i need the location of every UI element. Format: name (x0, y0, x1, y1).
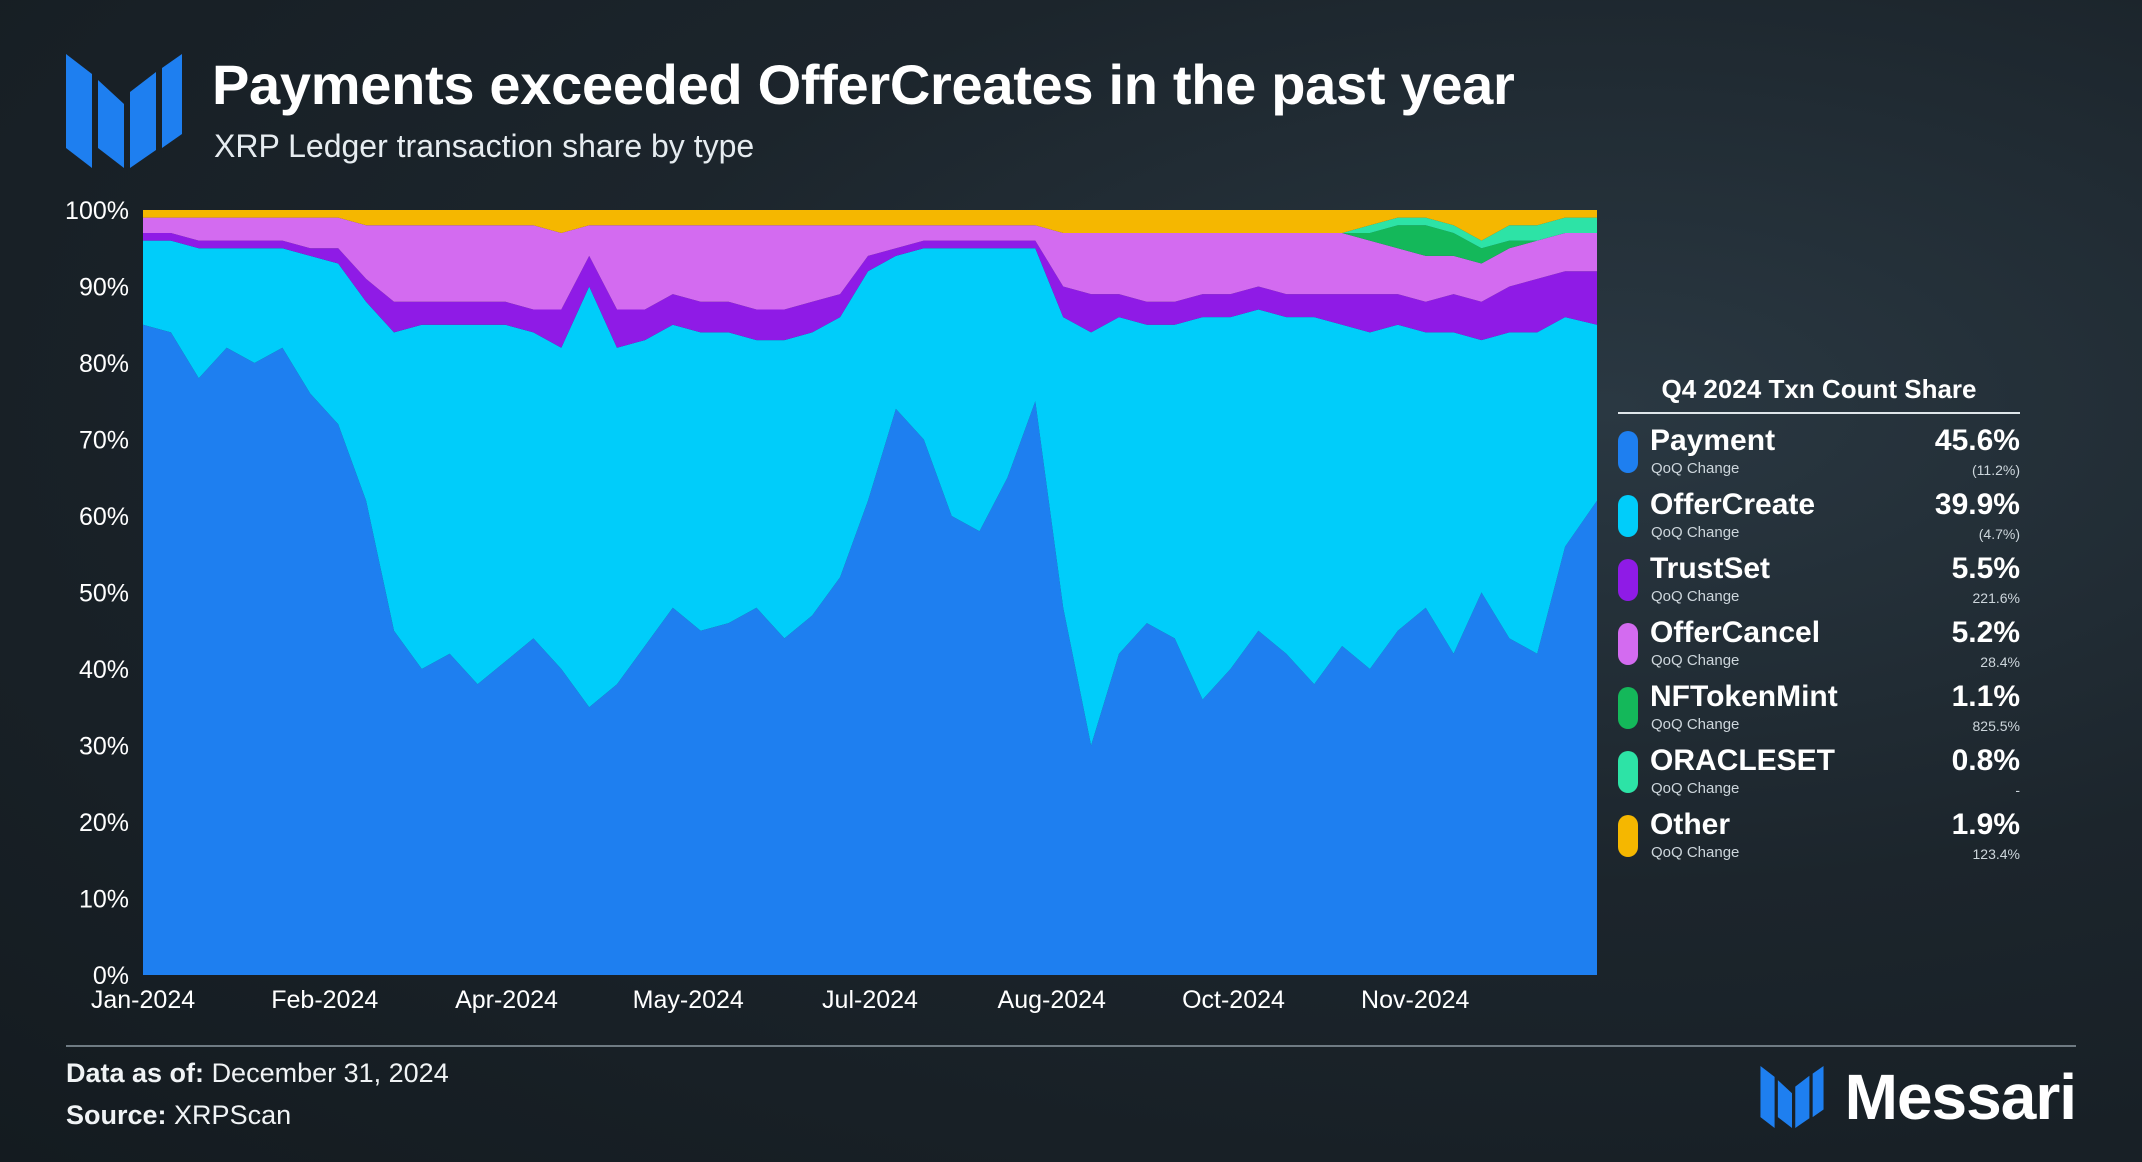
legend-value: 39.9% (1934, 488, 2020, 521)
stacked-area-chart: 0% 10% 20% 30% 40% 50% 60% 70% 80% 90% 100% Jan-202… (65, 197, 1597, 1014)
legend-name: OfferCancel (1650, 616, 1821, 649)
legend-item-nftokenmint: NFTokenMint QoQ Change 1.1% 825.5% (1618, 676, 2020, 740)
legend-value: 1.9% (1951, 808, 2020, 841)
legend-sub: QoQ Change (1651, 524, 1740, 541)
legend-name: Payment (1650, 424, 1776, 457)
legend-change: 221.6% (1972, 590, 2020, 606)
legend-item-payment: Payment QoQ Change 45.6% (11.2%) (1618, 420, 2020, 484)
legend-value: 5.2% (1951, 616, 2020, 649)
y-tick-label: 90% (79, 274, 129, 302)
legend: Q4 2024 Txn Count Share Payment QoQ Chan… (1618, 374, 2020, 868)
payment-swatch (1618, 431, 1638, 473)
legend-sub: QoQ Change (1651, 652, 1740, 669)
x-tick-label: Feb-2024 (271, 986, 378, 1014)
messari-logo-icon (66, 54, 182, 168)
x-tick-label: May-2024 (633, 986, 744, 1014)
y-tick-label: 10% (79, 886, 129, 914)
legend-change: 825.5% (1972, 718, 2020, 734)
area-payment (143, 324, 1597, 975)
x-tick-label: Jan-2024 (91, 986, 195, 1014)
area-other (143, 210, 1597, 241)
x-tick-label: Apr-2024 (455, 986, 558, 1014)
legend-name: OfferCreate (1650, 488, 1816, 521)
oracleset-swatch (1618, 751, 1638, 793)
legend-item-other: Other QoQ Change 1.9% 123.4% (1618, 804, 2020, 868)
legend-sub: QoQ Change (1651, 780, 1740, 797)
nftokenmint-swatch (1618, 687, 1638, 729)
x-tick-label: Jul-2024 (822, 986, 918, 1014)
y-tick-label: 40% (79, 656, 129, 684)
y-tick-label: 50% (79, 580, 129, 608)
data-as-of: Data as of: December 31, 2024 (66, 1058, 449, 1089)
area-trustset (143, 233, 1597, 348)
legend-sub: QoQ Change (1651, 716, 1740, 733)
x-tick-label: Nov-2024 (1361, 986, 1469, 1014)
area-offercancel (143, 217, 1597, 310)
offercancel-swatch (1618, 623, 1638, 665)
x-tick-label: Aug-2024 (998, 986, 1107, 1014)
y-tick-label: 60% (79, 503, 129, 531)
data-as-of-label: Data as of: (66, 1058, 205, 1088)
legend-sub: QoQ Change (1651, 588, 1740, 605)
chart-title: Payments exceeded OfferCreates in the pa… (212, 53, 1515, 116)
area-offercreate (143, 240, 1597, 746)
legend-name: ORACLESET (1650, 744, 1836, 777)
source-value: XRPScan (174, 1100, 292, 1130)
legend-change: 123.4% (1972, 846, 2020, 862)
legend-change: (11.2%) (1972, 462, 2020, 478)
y-tick-label: 80% (79, 350, 129, 378)
legend-value: 5.5% (1951, 552, 2020, 585)
legend-item-offercreate: OfferCreate QoQ Change 39.9% (4.7%) (1618, 484, 2020, 548)
legend-name: TrustSet (1650, 552, 1771, 585)
data-as-of-value: December 31, 2024 (211, 1058, 449, 1088)
legend-change: (4.7%) (1978, 526, 2020, 542)
legend-sub: QoQ Change (1651, 460, 1740, 477)
legend-change: 28.4% (1980, 654, 2020, 670)
y-tick-label: 0% (93, 962, 129, 990)
x-tick-label: Oct-2024 (1182, 986, 1285, 1014)
legend-value: 0.8% (1951, 744, 2020, 777)
footer-divider (66, 1045, 1076, 1047)
legend-value: 1.1% (1951, 680, 2020, 713)
brand-name: Messari (1844, 1061, 2077, 1133)
legend-item-offercancel: OfferCancel QoQ Change 5.2% 28.4% (1618, 612, 2020, 676)
legend-change: - (2015, 782, 2020, 798)
y-tick-label: 100% (65, 197, 129, 225)
legend-name: Other (1650, 808, 1731, 841)
y-tick-label: 30% (79, 733, 129, 761)
messari-brand-logo-icon (1760, 1066, 1824, 1128)
chart-subtitle: XRP Ledger transaction share by type (214, 128, 755, 164)
y-tick-label: 20% (79, 809, 129, 837)
legend-item-trustset: TrustSet QoQ Change 5.5% 221.6% (1618, 548, 2020, 612)
offercreate-swatch (1618, 495, 1638, 537)
legend-sub: QoQ Change (1651, 844, 1740, 861)
other-swatch (1618, 815, 1638, 857)
y-tick-label: 70% (79, 427, 129, 455)
legend-item-oracleset: ORACLESET QoQ Change 0.8% - (1618, 740, 2020, 804)
source-label: Source: (66, 1100, 167, 1130)
legend-title: Q4 2024 Txn Count Share (1618, 374, 2020, 414)
source: Source: XRPScan (66, 1100, 291, 1131)
legend-value: 45.6% (1934, 424, 2020, 457)
brand: Messari (1759, 1061, 2077, 1133)
legend-name: NFTokenMint (1650, 680, 1838, 713)
footer-divider (1076, 1045, 2076, 1047)
trustset-swatch (1618, 559, 1638, 601)
